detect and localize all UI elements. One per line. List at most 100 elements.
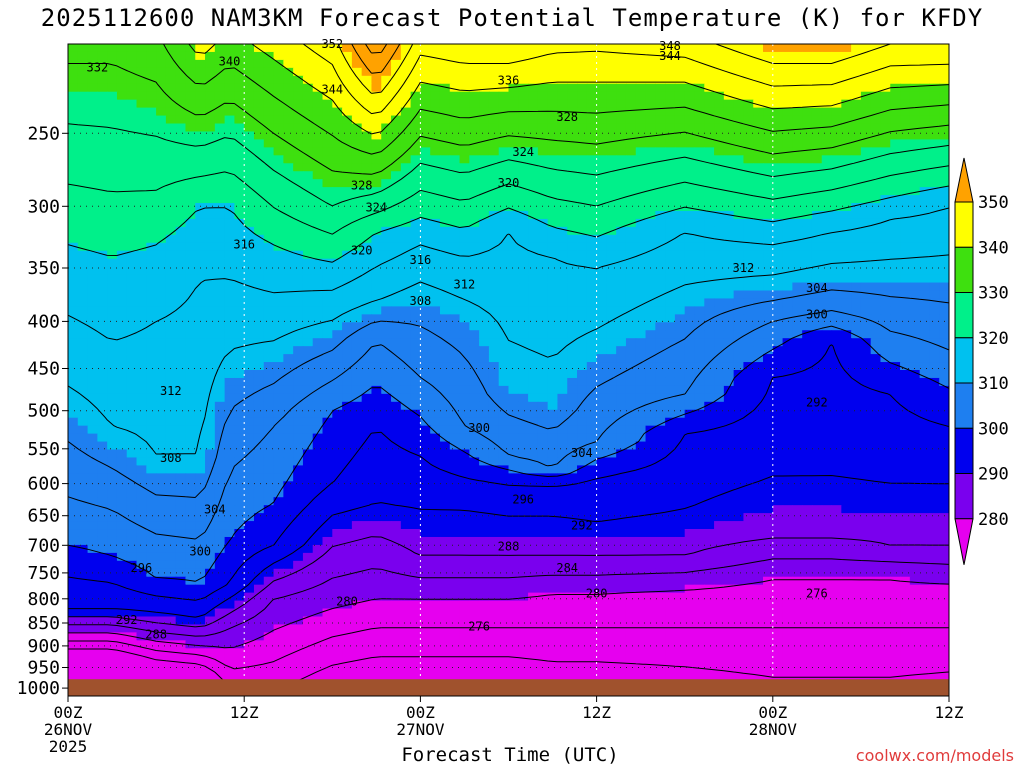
theta-cell [165,115,177,125]
theta-cell [175,401,187,411]
theta-cell [577,417,588,427]
theta-cell [498,409,510,419]
theta-cell [302,409,314,419]
theta-cell [430,385,441,395]
theta-cell [420,123,431,133]
theta-cell [674,322,686,331]
theta-cell [841,393,852,403]
theta-cell [263,44,275,53]
theta-cell [361,258,373,268]
theta-cell [430,377,441,387]
theta-cell [743,330,754,339]
theta-cell [625,171,637,180]
theta-cell [371,44,382,53]
theta-cell [244,433,255,443]
theta-cell [567,75,578,85]
theta-cell [185,155,196,164]
theta-cell [655,385,666,395]
theta-cell [743,290,754,300]
theta-cell [919,226,931,236]
theta-cell [351,330,363,339]
theta-cell [557,155,568,164]
theta-cell [577,83,588,93]
theta-cell [684,171,696,180]
theta-cell [136,409,147,419]
theta-cell [900,449,911,459]
theta-cell [165,377,177,387]
theta-cell [195,234,206,244]
theta-cell [537,163,549,172]
theta-cell [263,210,275,220]
theta-cell [332,171,343,180]
theta-cell [449,314,461,323]
theta-cell [469,51,480,61]
theta-cell [312,91,324,101]
theta-cell [684,417,696,427]
theta-cell [880,449,891,459]
theta-cell [841,282,852,292]
theta-cell [645,234,656,244]
theta-cell [557,354,568,363]
theta-cell [420,393,431,403]
theta-cell [821,171,833,180]
theta-cell [518,346,529,355]
theta-cell [185,250,196,260]
theta-cell [743,115,754,125]
theta-cell [97,163,108,172]
theta-cell [312,346,324,355]
theta-cell [361,306,373,315]
theta-cell [733,163,745,172]
theta-cell [743,210,754,220]
theta-cell [234,322,245,331]
theta-cell [821,83,833,93]
theta-cell [214,306,226,315]
theta-cell [939,44,949,53]
theta-cell [802,139,813,148]
theta-cell [704,306,715,315]
theta-cell [77,266,89,276]
theta-cell [870,226,882,236]
theta-cell [841,91,852,101]
theta-cell [77,425,89,435]
theta-cell [312,330,324,339]
theta-cell [802,401,813,411]
theta-cell [449,210,461,220]
theta-cell [97,306,108,315]
theta-cell [205,234,216,244]
theta-cell [361,99,373,109]
theta-cell [224,218,236,228]
theta-cell [342,370,353,379]
theta-cell [479,298,490,307]
theta-cell [156,298,167,307]
theta-cell [851,107,862,117]
theta-cell [116,370,128,379]
theta-cell [890,171,901,180]
theta-cell [792,187,803,196]
theta-cell [302,242,314,252]
theta-cell [557,417,568,427]
theta-cell [870,83,882,93]
theta-cell [459,330,470,339]
theta-cell [165,401,177,411]
theta-cell [381,187,392,196]
theta-cell [586,425,598,435]
theta-cell [185,75,196,85]
theta-cell [351,362,363,371]
theta-cell [929,338,940,347]
theta-cell [860,401,872,411]
theta-cell [136,377,147,387]
theta-cell [596,393,607,403]
theta-cell [146,187,157,196]
theta-cell [782,274,793,284]
theta-cell [596,266,607,276]
theta-cell [253,362,265,371]
theta-cell [625,147,637,156]
theta-cell [322,338,333,347]
theta-cell [831,171,842,180]
theta-cell [508,362,519,371]
theta-cell [714,44,725,53]
theta-cell [165,346,177,355]
theta-cell [87,322,98,331]
theta-cell [146,91,157,101]
theta-cell [312,67,324,77]
